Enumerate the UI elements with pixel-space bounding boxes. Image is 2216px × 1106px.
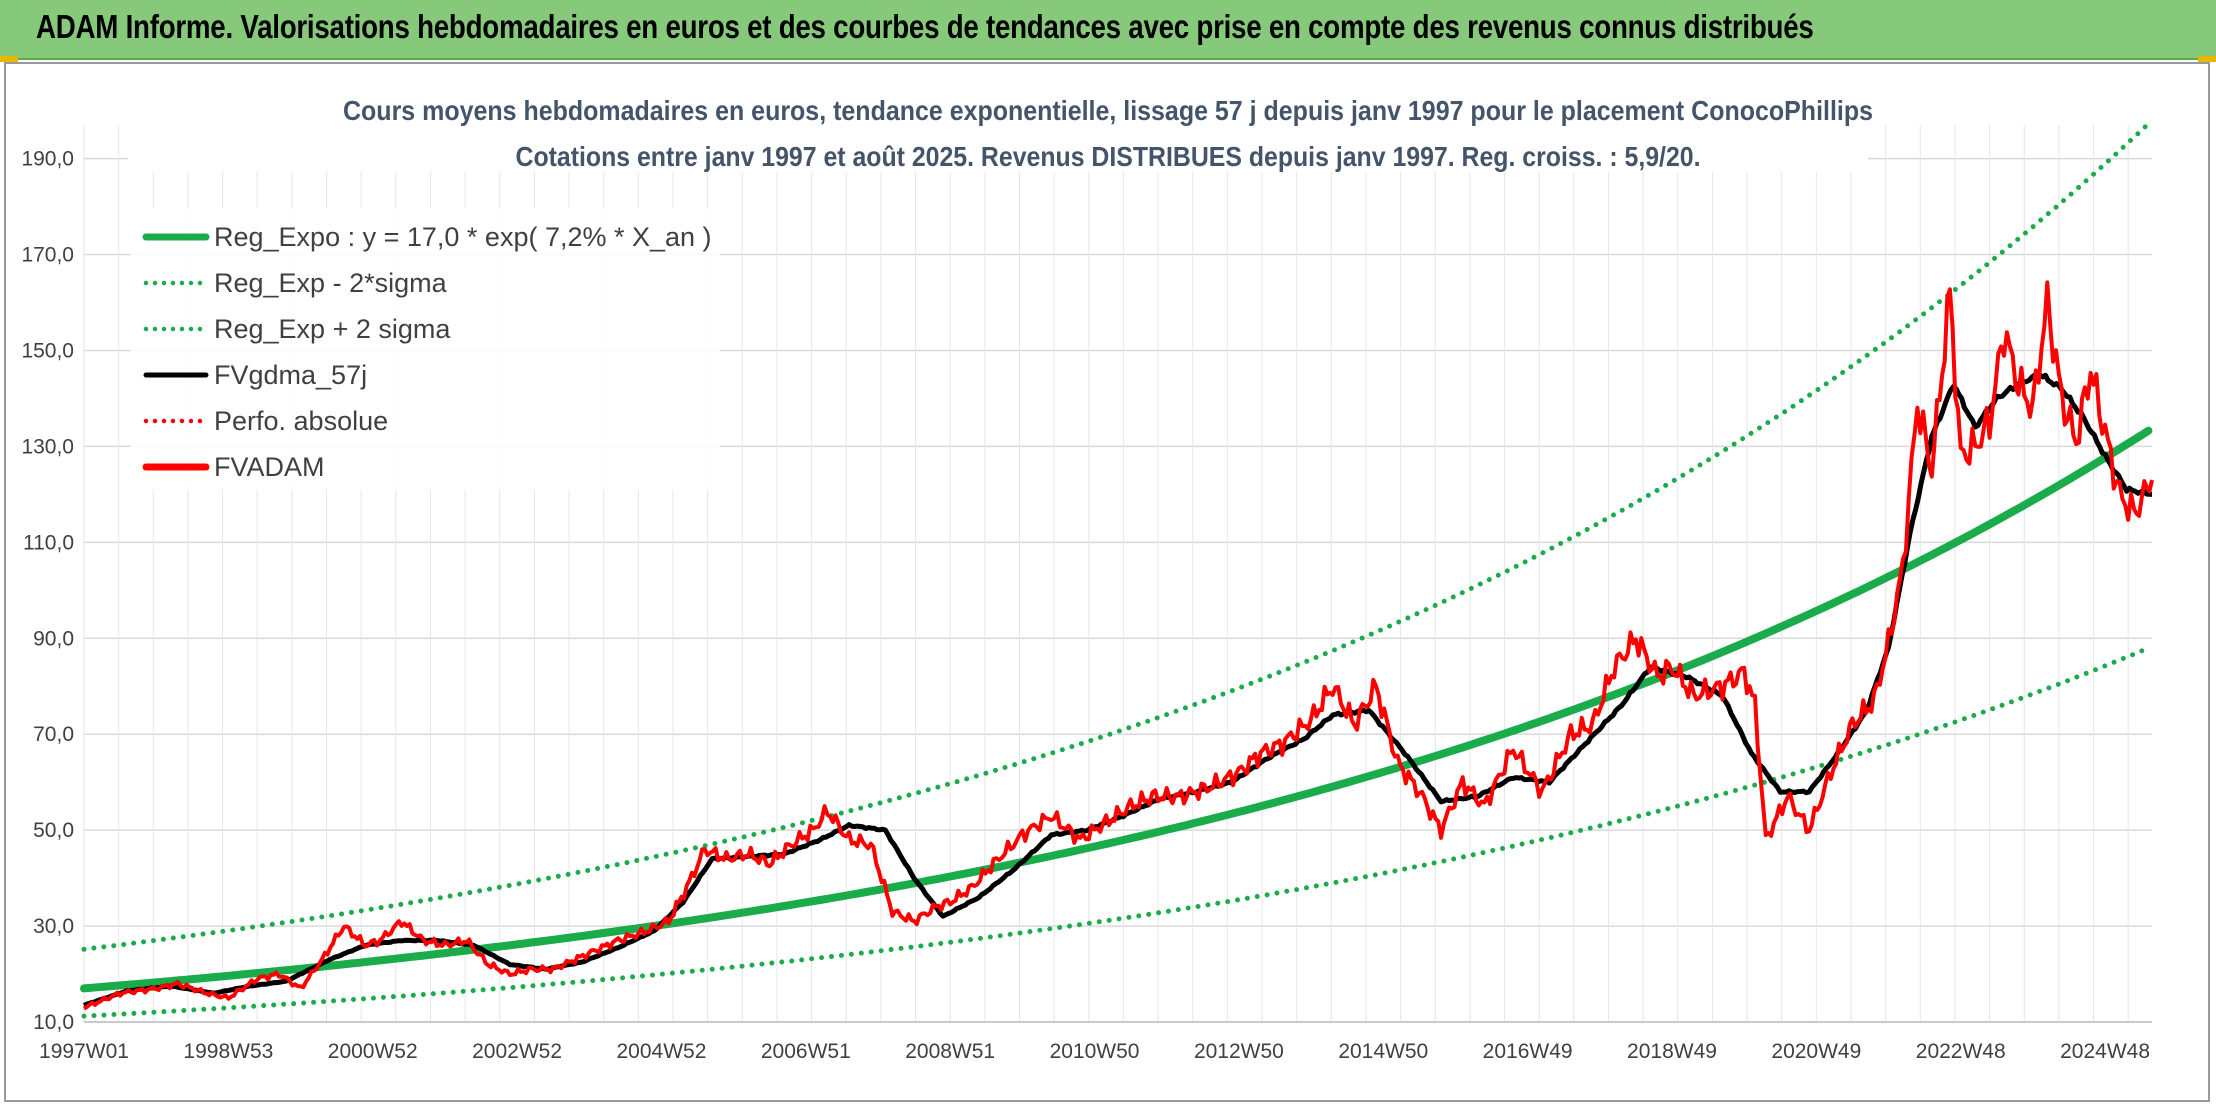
x-tick-label: 2022W48 [1916,1040,2006,1063]
title-background [128,90,1868,172]
y-tick-label: 30,0 [33,915,74,938]
x-tick-label: 2014W50 [1338,1040,1428,1063]
legend-label: FVgdma_57j [214,360,367,390]
x-tick-label: 2012W50 [1194,1040,1284,1063]
y-tick-label: 70,0 [33,723,74,746]
series-reg-exp-minus-2-sigma [81,645,2151,1019]
y-tick-label: 50,0 [33,819,74,842]
x-tick-label: 2020W49 [1771,1040,1861,1063]
x-tick-label: 1998W53 [183,1040,273,1063]
y-tick-label: 90,0 [33,627,74,650]
y-axis-ticks: 10,0 30,0 50,0 70,0 90,0 110,0 130,0 150,0 170,0… [21,148,74,1034]
legend: Reg_Expo : y = 17,0 * exp( 7,2% * X_an )… [130,208,720,490]
plot-area [80,121,2154,1019]
x-tick-label: 2018W49 [1627,1040,1717,1063]
report-banner: ADAM Informe. Valorisations hebdomadaire… [0,0,2216,60]
y-tick-label: 130,0 [21,435,74,458]
series-fvadam [83,280,2154,1011]
x-tick-label: 2000W52 [328,1040,418,1063]
legend-label: Reg_Exp + 2 sigma [214,314,451,344]
x-tick-label: 2004W52 [616,1040,706,1063]
x-tick-label: 2006W51 [761,1040,851,1063]
y-tick-label: 10,0 [33,1011,74,1034]
chart-title: Cours moyens hebdomadaires en euros, ten… [343,95,1873,126]
chart-subtitle: Cotations entre janv 1997 et août 2025. … [516,141,1701,172]
x-tick-label: 2010W50 [1050,1040,1140,1063]
legend-background [130,208,720,490]
x-tick-label: 2002W52 [472,1040,562,1063]
x-tick-label: 1997W01 [39,1040,129,1063]
corner-marker [2198,56,2216,62]
x-tick-label: 2024W48 [2060,1040,2150,1063]
x-tick-label: 2016W49 [1483,1040,1573,1063]
x-tick-label: 2008W51 [905,1040,995,1063]
y-tick-label: 190,0 [21,148,74,171]
report-title: ADAM Informe. Valorisations hebdomadaire… [36,8,1814,45]
corner-marker [0,56,18,62]
y-tick-label: 110,0 [23,531,74,554]
chart-frame [4,62,2210,1102]
legend-label: FVADAM [214,452,325,482]
x-axis-ticks: 1997W01 1998W53 2000W52 2002W52 2004W52 2006W… [39,1040,2150,1063]
series-reg-exp-plus-2-sigma [81,121,2151,952]
legend-label: Reg_Expo : y = 17,0 * exp( 7,2% * X_an ) [214,222,712,252]
y-tick-label: 170,0 [21,244,74,267]
series-reg-expo [80,426,2153,993]
legend-label: Perfo. absolue [214,406,388,436]
y-tick-label: 150,0 [21,339,74,362]
legend-label: Reg_Exp - 2*sigma [214,268,448,298]
